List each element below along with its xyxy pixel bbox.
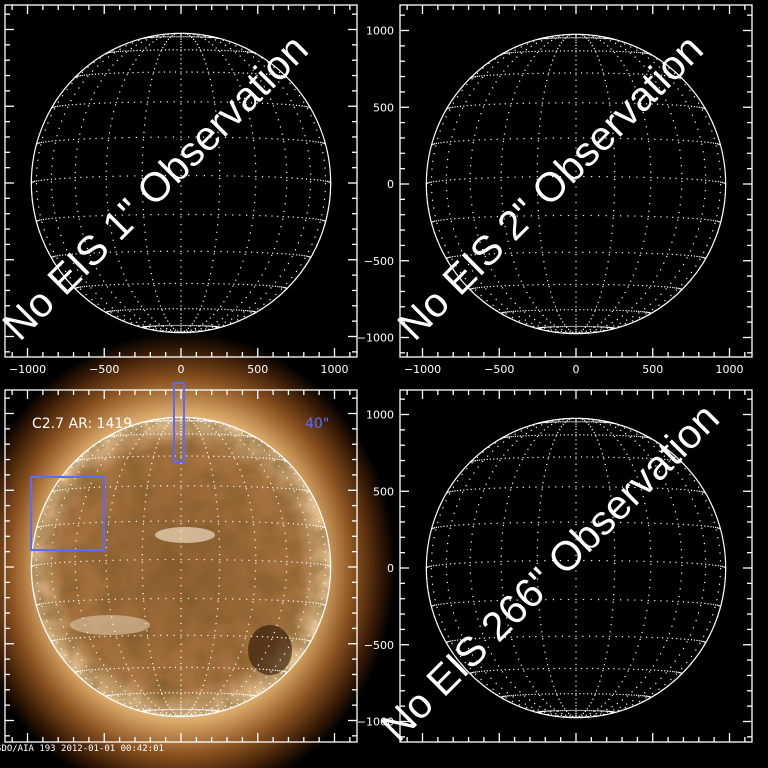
solar-limb xyxy=(30,32,332,334)
y-tick-label: −1000 xyxy=(357,332,394,345)
heliographic-grid xyxy=(425,33,727,334)
y-tick-label: 1000 xyxy=(366,25,394,38)
y-tick-label: −500 xyxy=(364,255,394,268)
x-tick-label: 1000 xyxy=(321,363,349,376)
solar-limb xyxy=(30,416,332,718)
x-tick-label: 500 xyxy=(247,363,268,376)
aia-193-image xyxy=(0,332,396,768)
y-tick-label: 500 xyxy=(373,101,394,114)
x-tick-label: 500 xyxy=(642,363,663,376)
eis-raster-fov-box xyxy=(30,476,105,551)
solar-limb xyxy=(425,33,727,335)
observation-footer: SDO/AIA 193 2012-01-01 00:42:01 xyxy=(0,744,164,754)
x-tick-label: −500 xyxy=(484,363,514,376)
axes xyxy=(4,389,358,743)
y-tick-label: 0 xyxy=(387,562,394,575)
no-observation-label: No EIS 2" Observation xyxy=(388,25,711,348)
slit-width-label: 40" xyxy=(305,416,329,432)
eis-slit-fov-box xyxy=(173,382,185,463)
axes: −1000 −500 0 500 1000 xyxy=(4,4,358,376)
panel-eis-1: −1000 −500 0 500 1000 No EIS 1" Observation xyxy=(0,4,358,376)
y-tick-label: −1000 xyxy=(357,716,394,729)
no-observation-label: No EIS 266" Observation xyxy=(372,394,727,749)
axes: −1000 −1000 −500 −500 0 0 500 500 1000 1000 xyxy=(357,4,753,376)
y-tick-label: −500 xyxy=(364,639,394,652)
x-tick-label: −1000 xyxy=(9,363,46,376)
flare-label: C2.7 AR: 1419 xyxy=(32,416,132,432)
x-tick-label: 1000 xyxy=(716,363,744,376)
y-tick-label: 0 xyxy=(387,178,394,191)
y-tick-label: 1000 xyxy=(366,409,394,422)
x-tick-label: −500 xyxy=(89,363,119,376)
x-tick-label: 0 xyxy=(573,363,580,376)
axes: −1000 −500 0 500 1000 xyxy=(357,389,753,743)
panel-aia: C2.7 AR: 1419 40" SDO/AIA 193 2012-01-01 0… xyxy=(0,382,358,754)
x-tick-label: −1000 xyxy=(404,363,441,376)
solar-limb xyxy=(425,417,727,719)
y-tick-label: 500 xyxy=(373,485,394,498)
x-tick-label: 0 xyxy=(178,363,185,376)
no-observation-label: No EIS 1" Observation xyxy=(0,25,317,348)
